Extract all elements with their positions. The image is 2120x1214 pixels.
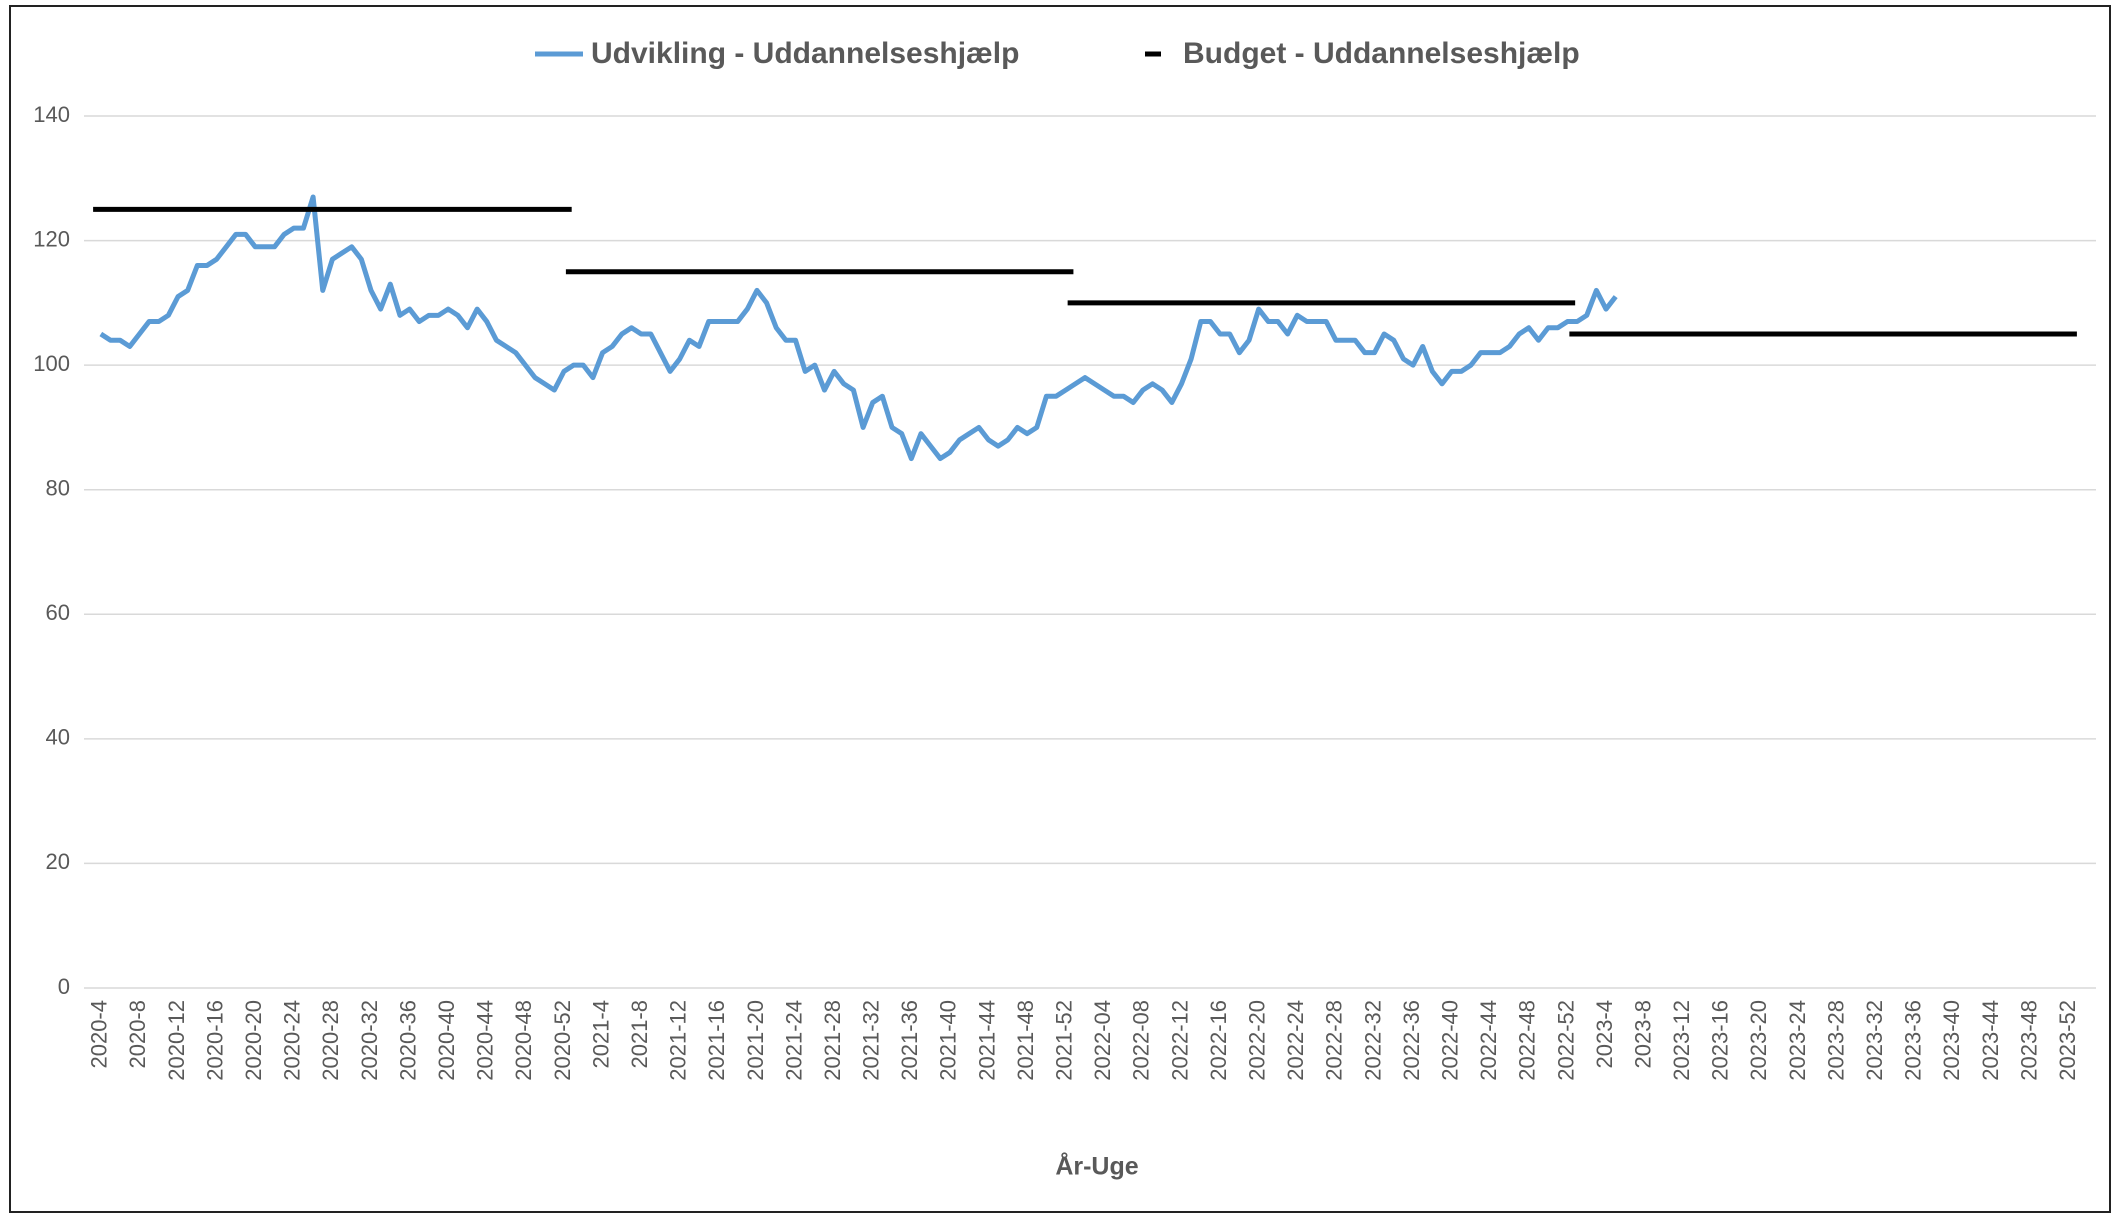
x-tick-label: 2020-20 bbox=[241, 1000, 266, 1081]
x-tick-label: 2020-8 bbox=[125, 1000, 150, 1069]
x-tick-label: 2021-44 bbox=[974, 1000, 999, 1081]
x-tick-label: 2022-40 bbox=[1437, 1000, 1462, 1081]
x-tick-label: 2023-28 bbox=[1823, 1000, 1848, 1081]
x-tick-label: 2020-28 bbox=[318, 1000, 343, 1081]
x-tick-label: 2022-52 bbox=[1553, 1000, 1578, 1081]
x-tick-label: 2021-24 bbox=[781, 1000, 806, 1081]
x-tick-label: 2022-08 bbox=[1129, 1000, 1154, 1081]
x-tick-label: 2021-36 bbox=[897, 1000, 922, 1081]
x-tick-label: 2020-48 bbox=[511, 1000, 536, 1081]
x-tick-label: 2020-16 bbox=[202, 1000, 227, 1081]
x-tick-label: 2022-36 bbox=[1399, 1000, 1424, 1081]
x-tick-label: 2020-24 bbox=[280, 1000, 305, 1081]
x-tick-label: 2023-12 bbox=[1669, 1000, 1694, 1081]
x-tick-label: 2021-28 bbox=[820, 1000, 845, 1081]
legend-label: Budget - Uddannelseshjælp bbox=[1183, 37, 1580, 70]
x-tick-label: 2020-40 bbox=[434, 1000, 459, 1081]
legend-label: Udvikling - Uddannelseshjælp bbox=[591, 37, 1019, 70]
x-tick-label: 2022-48 bbox=[1515, 1000, 1540, 1081]
x-tick-label: 2023-32 bbox=[1862, 1000, 1887, 1081]
x-tick-label: 2021-52 bbox=[1052, 1000, 1077, 1081]
x-tick-label: 2021-40 bbox=[936, 1000, 961, 1081]
y-tick-label: 60 bbox=[46, 600, 70, 625]
y-tick-label: 80 bbox=[46, 476, 70, 501]
x-tick-label: 2021-12 bbox=[666, 1000, 691, 1081]
x-tick-label: 2020-32 bbox=[357, 1000, 382, 1081]
x-tick-label: 2022-44 bbox=[1476, 1000, 1501, 1081]
x-tick-label: 2020-12 bbox=[164, 1000, 189, 1081]
x-tick-label: 2020-36 bbox=[395, 1000, 420, 1081]
x-tick-label: 2022-20 bbox=[1244, 1000, 1269, 1081]
y-tick-label: 100 bbox=[33, 351, 70, 376]
x-tick-label: 2023-52 bbox=[2055, 1000, 2080, 1081]
x-tick-label: 2022-24 bbox=[1283, 1000, 1308, 1081]
x-tick-label: 2021-20 bbox=[743, 1000, 768, 1081]
x-tick-label: 2020-44 bbox=[473, 1000, 498, 1081]
x-axis-title: År-Uge bbox=[1055, 1152, 1138, 1181]
y-tick-label: 0 bbox=[58, 974, 70, 999]
x-tick-label: 2023-4 bbox=[1592, 1000, 1617, 1069]
x-tick-label: 2023-40 bbox=[1939, 1000, 1964, 1081]
x-tick-label: 2023-8 bbox=[1630, 1000, 1655, 1069]
x-tick-label: 2022-28 bbox=[1322, 1000, 1347, 1081]
x-tick-label: 2023-24 bbox=[1785, 1000, 1810, 1081]
y-tick-label: 20 bbox=[46, 849, 70, 874]
x-tick-label: 2020-4 bbox=[87, 1000, 112, 1069]
y-tick-label: 140 bbox=[33, 102, 70, 127]
x-tick-label: 2023-36 bbox=[1901, 1000, 1926, 1081]
x-tick-label: 2022-16 bbox=[1206, 1000, 1231, 1081]
x-tick-label: 2022-32 bbox=[1360, 1000, 1385, 1081]
x-tick-label: 2021-32 bbox=[859, 1000, 884, 1081]
x-tick-label: 2023-48 bbox=[2016, 1000, 2041, 1081]
x-tick-label: 2021-48 bbox=[1013, 1000, 1038, 1081]
x-tick-label: 2021-4 bbox=[588, 1000, 613, 1069]
series-line bbox=[99, 194, 1618, 462]
x-tick-label: 2023-44 bbox=[1978, 1000, 2003, 1081]
x-tick-label: 2023-20 bbox=[1746, 1000, 1771, 1081]
x-tick-label: 2021-8 bbox=[627, 1000, 652, 1069]
y-tick-label: 120 bbox=[33, 226, 70, 251]
x-tick-label: 2023-16 bbox=[1708, 1000, 1733, 1081]
y-tick-label: 40 bbox=[46, 725, 70, 750]
x-tick-label: 2022-12 bbox=[1167, 1000, 1192, 1081]
x-tick-label: 2021-16 bbox=[704, 1000, 729, 1081]
x-tick-label: 2020-52 bbox=[550, 1000, 575, 1081]
x-tick-label: 2022-04 bbox=[1090, 1000, 1115, 1081]
